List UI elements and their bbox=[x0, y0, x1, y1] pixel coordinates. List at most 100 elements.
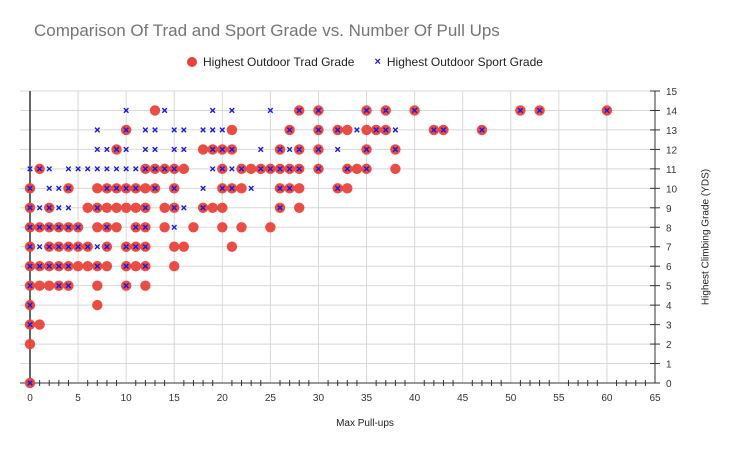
y-tick-label: 1 bbox=[666, 360, 672, 371]
x-tick-label: 55 bbox=[553, 393, 565, 404]
sport-data-point bbox=[209, 166, 216, 172]
trad-data-point bbox=[361, 124, 372, 136]
sport-data-point bbox=[27, 185, 33, 192]
sport-data-point bbox=[65, 282, 72, 289]
sport-data-point bbox=[65, 166, 72, 172]
sport-data-point bbox=[604, 107, 610, 114]
sport-data-point bbox=[75, 243, 81, 250]
sport-data-point bbox=[123, 243, 129, 250]
sport-data-point bbox=[27, 302, 33, 308]
sport-data-point bbox=[219, 127, 226, 133]
y-tick-label: 10 bbox=[666, 184, 678, 195]
sport-data-point bbox=[440, 127, 447, 133]
sport-data-point bbox=[142, 146, 149, 153]
trad-data-point bbox=[294, 202, 305, 213]
sport-data-point bbox=[75, 224, 81, 231]
sport-data-point bbox=[113, 166, 120, 172]
sport-data-point bbox=[27, 263, 33, 269]
sport-data-point bbox=[392, 127, 399, 133]
sport-data-point bbox=[36, 243, 43, 250]
legend-label-trad: Highest Outdoor Trad Grade bbox=[203, 55, 355, 69]
trad-data-point bbox=[226, 124, 238, 136]
sport-data-point bbox=[219, 146, 226, 153]
trad-data-point bbox=[149, 105, 161, 116]
trad-data-point bbox=[294, 183, 305, 194]
sport-data-point bbox=[161, 107, 168, 114]
y-tick-label: 6 bbox=[666, 262, 672, 273]
sport-data-point bbox=[27, 166, 33, 172]
sport-data-point bbox=[46, 263, 53, 269]
sport-data-point bbox=[229, 146, 235, 153]
sport-data-point bbox=[238, 166, 245, 172]
sport-data-point bbox=[104, 146, 110, 153]
trad-data-point bbox=[342, 124, 353, 136]
trad-data-point bbox=[265, 222, 276, 233]
trad-data-point bbox=[207, 202, 218, 213]
sport-data-point bbox=[315, 146, 322, 153]
y-tick-label: 0 bbox=[666, 379, 672, 390]
trad-data-point bbox=[101, 261, 113, 272]
x-tick-label: 40 bbox=[409, 393, 421, 404]
x-tick-label: 10 bbox=[121, 393, 133, 404]
sport-data-point bbox=[229, 166, 235, 172]
sport-data-point bbox=[65, 185, 72, 192]
sport-data-point bbox=[411, 107, 418, 114]
sport-data-point bbox=[382, 127, 389, 133]
trad-data-point bbox=[159, 202, 170, 213]
x-tick-label: 0 bbox=[27, 393, 33, 404]
sport-data-point bbox=[171, 127, 178, 133]
sport-data-point bbox=[171, 146, 178, 153]
x-tick-label: 30 bbox=[313, 393, 325, 404]
sport-data-point bbox=[219, 166, 226, 172]
sport-data-point bbox=[431, 127, 437, 133]
sport-data-point bbox=[152, 127, 158, 133]
sport-data-point bbox=[56, 263, 62, 269]
sport-data-point bbox=[132, 224, 139, 231]
chart-title: Comparison Of Trad and Sport Grade vs. N… bbox=[34, 21, 500, 40]
trad-data-point bbox=[24, 338, 36, 350]
sport-data-point bbox=[229, 107, 235, 114]
sport-data-point bbox=[36, 166, 43, 172]
sport-data-point bbox=[27, 282, 33, 289]
sport-data-point bbox=[104, 166, 110, 172]
trad-data-point bbox=[111, 222, 122, 233]
y-tick-label: 2 bbox=[666, 340, 672, 351]
sport-data-point bbox=[286, 185, 293, 192]
sport-data-point bbox=[27, 205, 33, 211]
sport-data-point bbox=[277, 185, 283, 192]
trad-data-point bbox=[178, 241, 190, 252]
sport-data-point bbox=[171, 205, 178, 211]
sport-data-point bbox=[181, 146, 187, 153]
x-marker-icon: × bbox=[374, 56, 381, 68]
sport-data-point bbox=[354, 127, 360, 133]
trad-data-point bbox=[120, 202, 132, 213]
legend-item-sport[interactable]: × Highest Outdoor Sport Grade bbox=[374, 55, 543, 69]
trad-data-point bbox=[217, 202, 228, 213]
trad-data-point bbox=[72, 261, 84, 272]
trad-data-point bbox=[92, 222, 103, 233]
x-tick-label: 15 bbox=[169, 393, 181, 404]
y-tick-label: 3 bbox=[666, 321, 672, 332]
sport-data-point bbox=[84, 243, 91, 250]
sport-data-point bbox=[94, 263, 101, 269]
x-tick-label: 20 bbox=[217, 393, 229, 404]
sport-data-point bbox=[36, 224, 43, 231]
trad-data-point bbox=[236, 183, 247, 194]
trad-data-point bbox=[140, 183, 151, 194]
sport-data-point bbox=[286, 146, 293, 153]
y-tick-label: 4 bbox=[666, 301, 672, 312]
sport-data-point bbox=[334, 127, 341, 133]
sport-data-point bbox=[132, 243, 139, 250]
sport-data-point bbox=[27, 321, 33, 328]
sport-data-point bbox=[46, 243, 53, 250]
sport-data-point bbox=[315, 166, 322, 172]
trad-data-point bbox=[169, 261, 180, 272]
sport-data-point bbox=[200, 185, 206, 192]
sport-data-point bbox=[123, 127, 129, 133]
sport-data-point bbox=[161, 166, 168, 172]
y-tick-label: 8 bbox=[666, 223, 672, 234]
legend-item-trad[interactable]: Highest Outdoor Trad Grade bbox=[187, 55, 354, 69]
sport-data-point bbox=[181, 205, 187, 211]
trad-data-point bbox=[92, 280, 103, 291]
sport-data-point bbox=[46, 185, 53, 192]
